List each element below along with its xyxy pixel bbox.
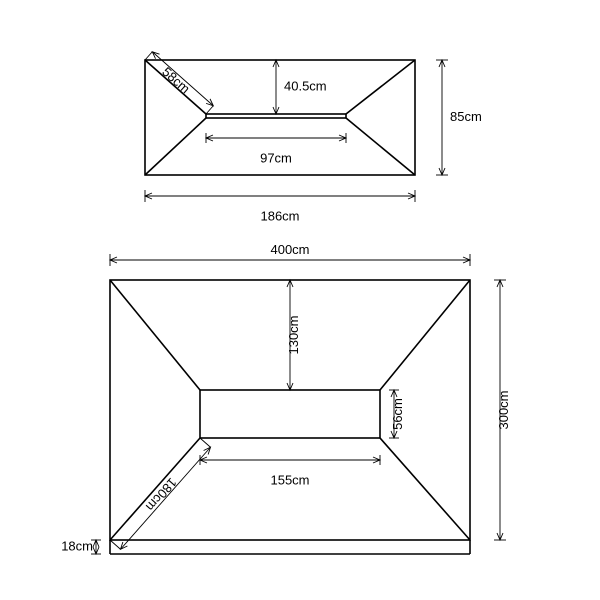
bottom-width-label: 400cm: [270, 242, 309, 257]
bottom-width: 400cm: [110, 242, 470, 266]
bottom-base-height-label: 18cm: [61, 538, 93, 553]
bottom-diagonal: 180cm: [110, 438, 210, 549]
top-height-label: 85cm: [450, 109, 482, 124]
bottom-inner-half-height: 56cm: [389, 390, 405, 438]
top-height: 85cm: [436, 60, 482, 175]
top-diagonal: 58cm: [145, 52, 213, 114]
bottom-height-label: 300cm: [496, 390, 511, 429]
bottom-inner-half-height-label: 56cm: [390, 398, 405, 430]
top-inner-width-label: 97cm: [260, 151, 292, 166]
dimension-drawing: 186cm 85cm 97cm 40.5cm 58cm 400cm 300cm 155cm 56…: [0, 0, 600, 600]
bottom-base-height: 18cm: [61, 538, 101, 554]
bottom-inner-depth: 130cm: [285, 280, 301, 390]
top-inner-depth: 40.5cm: [271, 60, 327, 114]
top-inner-width: 97cm: [206, 133, 346, 166]
bottom-inner-depth-label: 130cm: [286, 315, 301, 354]
bottom-base: [110, 540, 470, 554]
bottom-height: 300cm: [494, 280, 511, 540]
bottom-inner-width: 155cm: [200, 455, 380, 488]
top-diagonal-label: 58cm: [159, 64, 193, 96]
bottom-inner-width-label: 155cm: [270, 473, 309, 488]
top-inner-depth-label: 40.5cm: [284, 78, 327, 93]
top-width-label: 186cm: [260, 209, 299, 224]
top-width: 186cm: [145, 190, 415, 224]
